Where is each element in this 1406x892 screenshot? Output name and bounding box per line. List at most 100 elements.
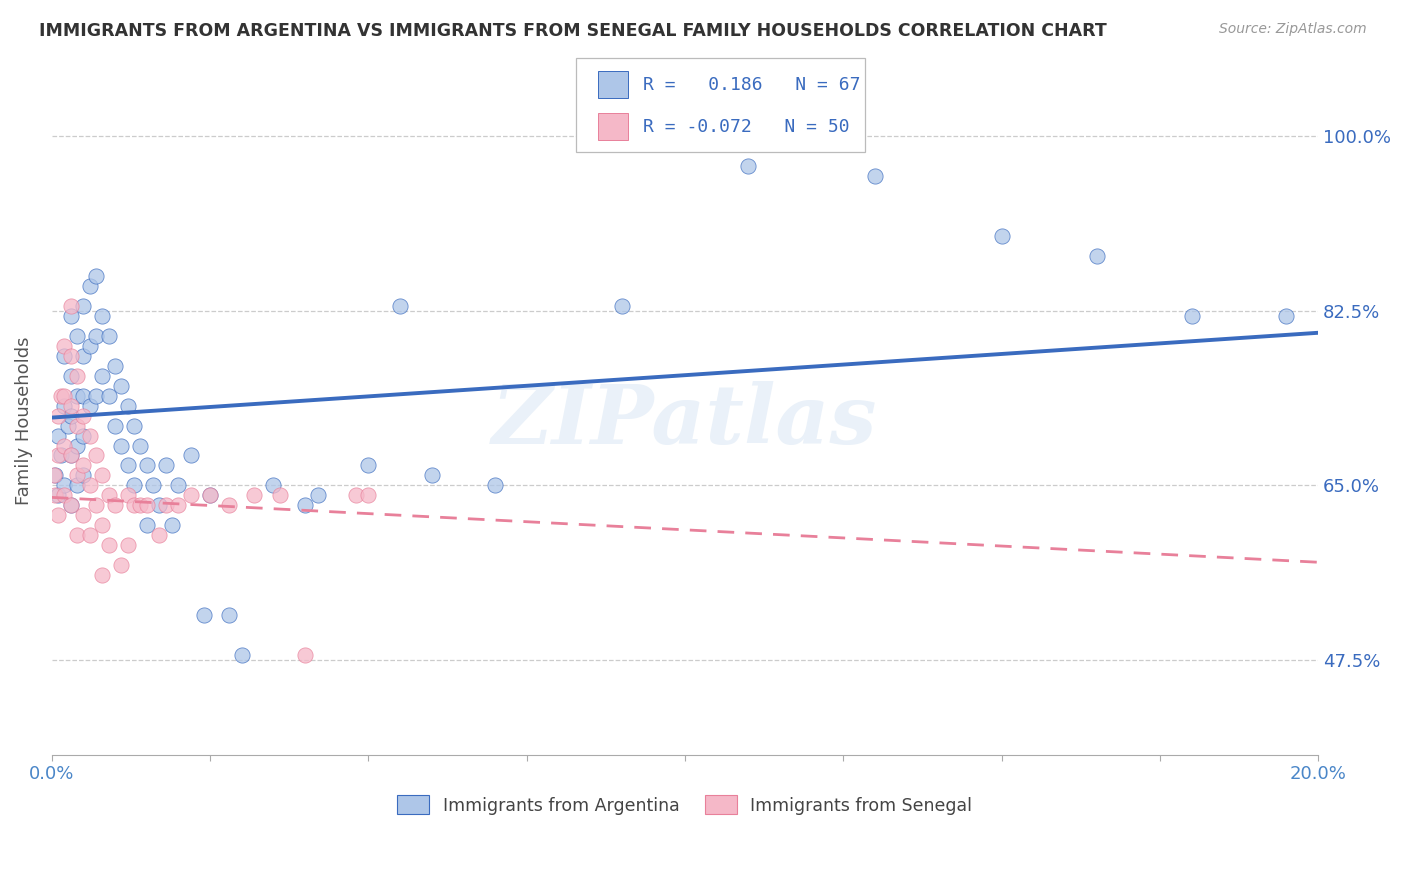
Point (218, 608, 240, 623)
Point (53, 438, 76, 452)
Point (104, 418, 127, 433)
Point (42, 468, 65, 483)
Point (1085, 249, 1108, 263)
Point (193, 608, 215, 623)
Point (66, 418, 89, 433)
Point (231, 648, 253, 662)
Point (129, 499, 152, 513)
Text: ZIPatlas: ZIPatlas (492, 381, 877, 460)
Point (388, 299, 411, 313)
Point (59, 499, 82, 513)
Point (53, 478, 76, 492)
Point (167, 478, 190, 492)
Point (51, 449, 73, 463)
Point (59, 499, 82, 513)
Point (72, 458, 94, 473)
Point (53, 488, 76, 502)
Point (44, 468, 66, 483)
Point (122, 418, 145, 433)
Point (72, 409, 94, 423)
Point (91, 568, 114, 582)
Point (307, 488, 329, 502)
Point (66, 438, 89, 452)
Point (117, 538, 139, 552)
Point (484, 478, 506, 492)
Point (56, 418, 79, 433)
Point (294, 499, 316, 513)
Point (59, 399, 82, 413)
Point (135, 518, 157, 533)
Point (990, 229, 1012, 244)
Point (91, 468, 114, 483)
Point (155, 499, 177, 513)
Point (117, 458, 139, 473)
Point (53, 399, 76, 413)
Point (243, 488, 266, 502)
Point (155, 458, 177, 473)
Legend: Immigrants from Argentina, Immigrants from Senegal: Immigrants from Argentina, Immigrants fr… (391, 789, 980, 822)
Point (72, 428, 94, 442)
Point (79, 478, 101, 492)
Point (122, 499, 145, 513)
Point (610, 299, 633, 313)
Point (79, 279, 101, 293)
Point (104, 359, 127, 373)
Point (117, 399, 139, 413)
Point (66, 328, 89, 343)
Point (84, 499, 107, 513)
Point (357, 488, 380, 502)
Point (91, 518, 114, 533)
Point (46, 508, 69, 523)
Point (122, 478, 145, 492)
Point (72, 508, 94, 523)
Point (420, 468, 443, 483)
Point (44, 488, 66, 502)
Point (1180, 309, 1202, 323)
Point (148, 528, 170, 542)
Point (59, 349, 82, 363)
Point (294, 648, 316, 662)
Point (46, 428, 69, 442)
Point (198, 488, 221, 502)
Point (218, 499, 240, 513)
Point (167, 499, 190, 513)
Point (737, 159, 759, 173)
Text: IMMIGRANTS FROM ARGENTINA VS IMMIGRANTS FROM SENEGAL FAMILY HOUSEHOLDS CORRELATI: IMMIGRANTS FROM ARGENTINA VS IMMIGRANTS … (39, 22, 1107, 40)
Point (66, 468, 89, 483)
Point (91, 309, 114, 323)
Point (53, 389, 76, 403)
Point (84, 328, 107, 343)
Point (97, 328, 120, 343)
Point (59, 368, 82, 383)
Point (79, 339, 101, 353)
Point (91, 368, 114, 383)
Point (59, 309, 82, 323)
Point (72, 389, 94, 403)
Point (110, 438, 132, 452)
Point (135, 499, 157, 513)
Y-axis label: Family Households: Family Households (15, 336, 32, 505)
Point (84, 389, 107, 403)
Point (117, 488, 139, 502)
Point (104, 499, 127, 513)
Point (357, 458, 380, 473)
Point (180, 488, 202, 502)
Point (110, 378, 132, 392)
Point (110, 558, 132, 573)
Point (84, 268, 107, 283)
Point (84, 449, 107, 463)
Point (269, 488, 291, 502)
Point (148, 499, 170, 513)
Point (79, 528, 101, 542)
Point (198, 488, 221, 502)
Point (863, 169, 886, 183)
Point (79, 399, 101, 413)
Point (97, 389, 120, 403)
Point (97, 538, 120, 552)
Text: Source: ZipAtlas.com: Source: ZipAtlas.com (1219, 22, 1367, 37)
Point (79, 428, 101, 442)
Point (53, 349, 76, 363)
Point (66, 478, 89, 492)
Point (180, 449, 202, 463)
Point (59, 409, 82, 423)
